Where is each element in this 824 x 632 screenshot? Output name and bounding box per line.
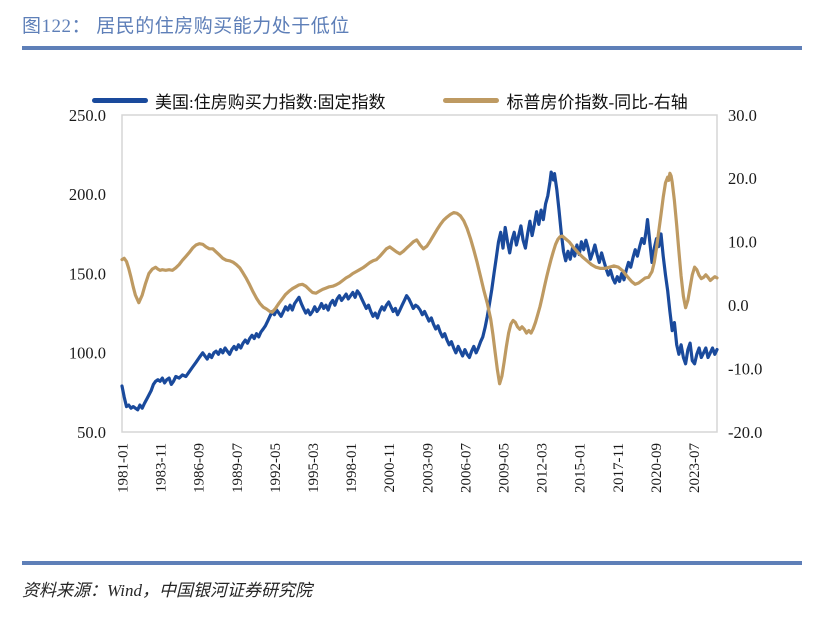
legend-item-affordability: 美国:住房购买力指数:固定指数	[92, 88, 385, 113]
x-axis-tick: 2020-09	[649, 443, 665, 493]
source-note: 资料来源：Wind，中国银河证券研究院	[22, 581, 312, 600]
x-axis-tick: 1981-01	[116, 443, 132, 493]
y-axis-tick-left: 50.0	[77, 423, 106, 442]
x-axis-tick: 2000-11	[382, 443, 398, 492]
x-axis-tick: 1983-11	[154, 443, 170, 492]
x-axis-tick: 2006-07	[458, 443, 474, 493]
x-axis-tick: 1986-09	[192, 443, 208, 493]
y-axis-tick-right: 0.0	[728, 296, 749, 315]
x-axis-tick: 2009-05	[496, 443, 512, 493]
y-axis-tick-right: 20.0	[728, 169, 757, 188]
legend-item-sp-price: 标普房价指数-同比-右轴	[443, 88, 688, 113]
x-axis-tick: 1998-01	[344, 443, 360, 493]
legend-label-sp-price: 标普房价指数-同比-右轴	[506, 93, 688, 112]
x-axis-tick: 2023-07	[687, 443, 703, 493]
footer-divider	[22, 561, 802, 565]
y-axis-tick-right: -20.0	[728, 423, 762, 442]
y-axis-tick-left: 200.0	[69, 185, 106, 204]
x-axis-tick: 2003-09	[420, 443, 436, 493]
y-axis-tick-right: -10.0	[728, 359, 762, 378]
chart-legend: 美国:住房购买力指数:固定指数 标普房价指数-同比-右轴	[92, 88, 688, 113]
plot-border	[121, 114, 718, 433]
x-axis-tick: 2012-03	[535, 443, 551, 493]
title-divider	[22, 46, 802, 50]
y-axis-tick-left: 100.0	[69, 344, 106, 363]
y-axis-tick-left: 250.0	[69, 106, 106, 125]
line-chart: 250.0 200.0 150.0 100.0 50.0 30.0 20.0 10.0 0.0 -…	[69, 106, 763, 493]
figure-title: 图122： 居民的住房购买能力处于低位	[22, 16, 350, 37]
legend-swatch-affordability-line	[92, 98, 148, 103]
series-line-1	[120, 171, 719, 386]
x-axis-tick: 1992-05	[268, 443, 284, 493]
x-axis-tick: 1995-03	[306, 443, 322, 493]
legend-swatch-sp-price-line	[443, 98, 500, 103]
legend-label-affordability: 美国:住房购买力指数:固定指数	[155, 93, 386, 112]
y-axis-tick-right: 10.0	[728, 233, 757, 252]
x-axis-tick: 2015-01	[573, 443, 589, 493]
y-axis-tick-left: 150.0	[69, 264, 106, 283]
series-line-0	[120, 170, 719, 412]
x-axis-tick: 1989-07	[230, 443, 246, 493]
y-axis-tick-right: 30.0	[728, 106, 757, 125]
x-axis-tick: 2017-11	[611, 443, 627, 492]
